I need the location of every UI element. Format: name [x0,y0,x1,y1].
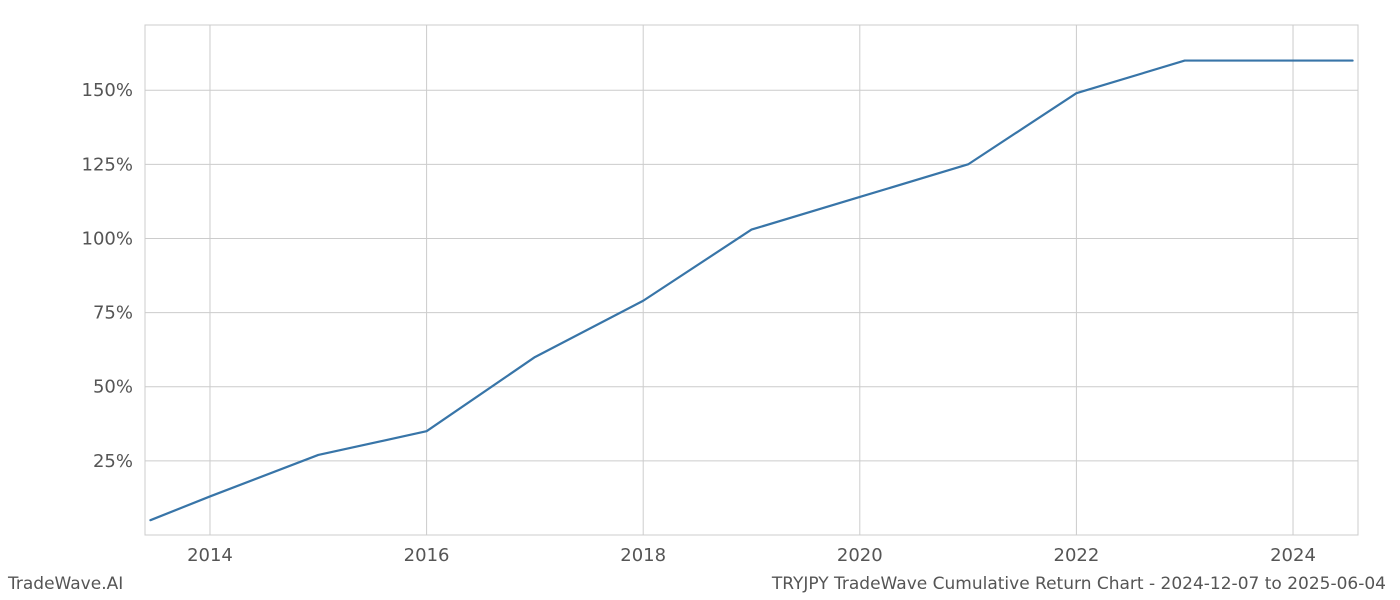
y-tick-label: 25% [93,451,133,472]
footer-left-label: TradeWave.AI [8,574,123,594]
x-tick-label: 2018 [620,545,666,566]
line-chart: 2014 2016 2018 2020 2022 2024 25% 50% 75% 100% 125… [0,0,1400,600]
y-tick-label: 75% [93,303,133,324]
x-tick-label: 2022 [1054,545,1100,566]
chart-container: 2014 2016 2018 2020 2022 2024 25% 50% 75% 100% 125… [0,0,1400,600]
footer-right-label: TRYJPY TradeWave Cumulative Return Chart… [772,574,1386,594]
y-tick-label: 100% [82,228,133,249]
y-tick-label: 150% [82,80,133,101]
x-tick-label: 2024 [1270,545,1316,566]
x-tick-label: 2014 [187,545,233,566]
x-tick-label: 2016 [404,545,450,566]
y-tick-label: 50% [93,377,133,398]
x-tick-label: 2020 [837,545,883,566]
y-tick-label: 125% [82,154,133,175]
